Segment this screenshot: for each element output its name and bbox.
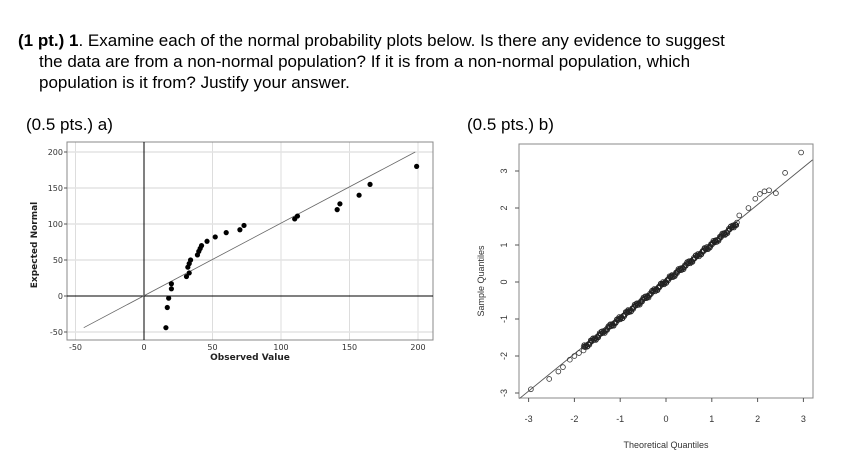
question-line-1: (1 pt.) 1. Examine each of the normal pr… [18,30,838,51]
plot-b-tail-point [560,364,566,370]
plot-b-tail-point [757,191,763,197]
plot-a-ytick: 0 [58,292,63,301]
plot-a-content: -50 0 50 100 150 200 -50 0 50 100 150 200 [48,142,433,352]
plot-b-ytick: 3 [499,168,509,173]
plot-a-point [414,163,420,169]
plot-a-frame [66,141,434,341]
question-text-1: . Examine each of the normal probability… [78,31,725,50]
plot-b-content: -3 -2 -1 0 1 2 3 -3 -2 -1 0 1 2 3 [499,149,813,424]
plot-b-tail-point [528,386,534,393]
plot-a-point [164,304,170,311]
plot-a-point [223,230,229,236]
plot-b-ytick: -2 [499,352,509,360]
plot-b-tail-point [766,187,772,194]
plot-b-point [734,219,740,226]
plot-b-tail-point [567,356,573,363]
plot-a-point [212,234,218,240]
part-a-label: (0.5 pts.) a) [26,115,113,134]
plot-a-xtick: -50 [69,343,82,352]
question-line-2: the data are from a non-normal populatio… [39,52,691,71]
plot-b-tail-point [736,212,743,219]
plot-a-xtick: 150 [342,343,357,352]
plot-b-ytick: 1 [499,242,509,247]
plot-b-xtick: -3 [525,414,533,424]
plot-a-ylabel: Expected Normal [30,202,40,289]
plot-a-point [186,270,192,276]
plot-a-point [241,222,247,229]
plot-b-ytick: -1 [499,315,509,323]
plot-b-tail-point [782,170,788,176]
plot-b-point [681,264,687,270]
plot-b-point [698,251,705,258]
question-text: (1 pt.) 1. Examine each of the normal pr… [18,30,838,93]
plot-a-point [294,213,301,219]
plot-b-xtick: -2 [570,414,578,424]
plot-a-point [367,181,373,187]
plot-a-point [163,325,169,331]
plot-b-frame [518,143,814,399]
plot-a-ytick: 200 [48,148,63,157]
plot-a-point [356,192,362,198]
plot-b-tail-point [555,368,562,375]
plot-a-point [168,281,174,287]
plot-b-tail-point [546,376,553,382]
plot-a-point [337,201,343,207]
plot-a-point [334,207,340,213]
plot-b-point [725,228,731,234]
plot-b-tail-point [580,347,587,354]
question-line-3: population is it from? Justify your answ… [39,73,350,92]
plot-b-ytick: 2 [499,205,509,210]
plot-b-tail-point [576,350,582,356]
plot-b-point [732,221,738,227]
plot-a-ytick: 150 [48,184,63,193]
plot-a-point [166,295,172,301]
plot-b-tail-point [773,190,779,197]
plot-b-xtick: 1 [709,414,714,424]
plot-b-xtick: -1 [616,414,624,424]
plot-a-point [237,227,243,233]
question-points: (1 pt.) [18,31,65,50]
plot-b-point [625,308,632,315]
plot-b-xlabel: Theoretical Quantiles [623,440,709,450]
plot-b-point [643,295,650,302]
plot-b-tail-point [798,149,804,156]
plot-b-xtick: 2 [755,414,760,424]
plot-b-ytick: -3 [499,389,509,397]
plot-b-xtick: 0 [663,414,668,424]
plot-b-tail-point [571,353,578,359]
plot-b-tail-point [752,195,759,202]
plot-a-point [183,273,190,280]
plot-a-ytick: 50 [53,256,63,265]
plot-b-point [585,343,591,350]
plot-a-point [168,286,174,292]
plot-b-tail-point [745,205,752,211]
plot-b-point [733,222,740,228]
plot-a-point [204,238,210,244]
plot-a-reference-line [83,151,416,329]
plot-a-ytick: 100 [48,220,63,229]
plot-a-xtick: 50 [207,343,217,352]
plot-a-point [187,257,194,263]
plot-b-ytick: 0 [499,279,509,284]
plot-b-ylabel: Sample Quantiles [476,245,486,317]
plot-a-xtick: 0 [141,343,146,352]
plot-a-xtick: 200 [410,343,425,352]
plot-b-point [582,343,588,350]
plot-a-point [198,243,205,249]
plot-b-point [654,287,661,293]
plot-a-xtick: 100 [273,343,288,352]
plot-b-xtick: 3 [801,414,806,424]
part-b-label: (0.5 pts.) b) [467,115,554,134]
plot-b-tail-point [761,188,768,195]
plot-a-xlabel: Observed Value [210,353,290,363]
question-number: 1 [69,31,79,50]
plot-a-grid [67,142,433,340]
plot-a-ytick: -50 [50,328,63,337]
